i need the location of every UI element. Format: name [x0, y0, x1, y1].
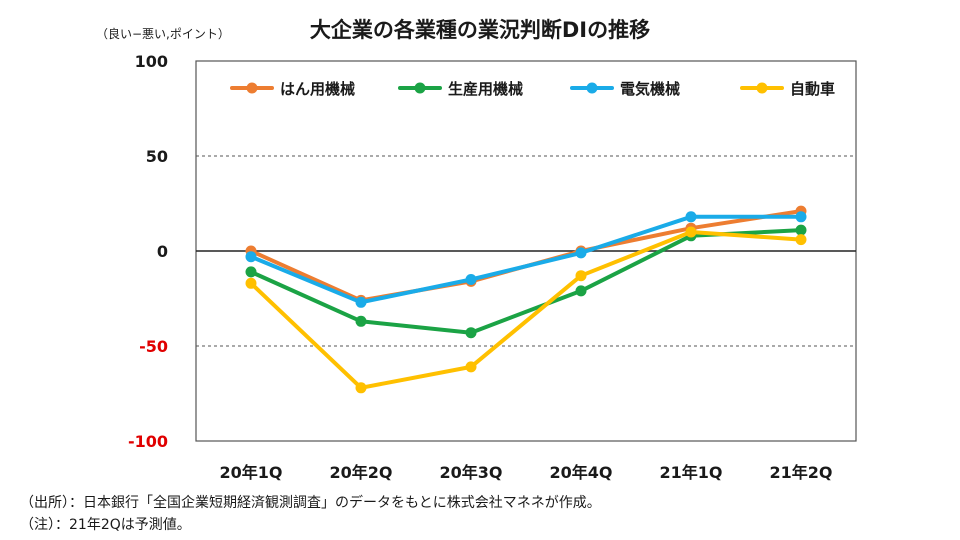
x-tick-label: 20年3Q — [439, 463, 502, 482]
y-tick-label: 0 — [157, 242, 168, 261]
data-point — [355, 296, 367, 308]
legend-label: はん用機械 — [280, 80, 355, 98]
y-tick-label: 50 — [146, 147, 168, 166]
legend-marker — [246, 82, 258, 94]
data-point — [795, 234, 807, 246]
chart-title: 大企業の各業種の業況判断DIの推移 — [309, 18, 651, 42]
data-point — [355, 315, 367, 327]
data-point — [795, 211, 807, 223]
data-point — [355, 382, 367, 394]
data-point — [575, 285, 587, 297]
data-point — [465, 327, 477, 339]
data-point — [685, 211, 697, 223]
source-note: （出所）：日本銀行「全国企業短期経済観測調査」のデータをもとに株式会社マネネが作… — [20, 495, 601, 511]
data-point — [575, 270, 587, 282]
x-tick-label: 20年1Q — [219, 463, 282, 482]
data-point — [575, 247, 587, 259]
data-point — [465, 361, 477, 373]
data-point — [245, 251, 257, 263]
estimate-note: （注）：21年2Qは予測値。 — [20, 517, 191, 533]
legend-label: 電気機械 — [620, 80, 680, 98]
series-line — [249, 209, 803, 303]
legend-marker — [756, 82, 768, 94]
legend-label: 生産用機械 — [448, 80, 523, 98]
series-line — [249, 228, 803, 335]
legend-marker — [586, 82, 598, 94]
y-tick-label: -50 — [139, 337, 168, 356]
data-point — [465, 274, 477, 285]
x-tick-label: 21年2Q — [769, 463, 832, 482]
x-tick-label: 20年4Q — [549, 463, 612, 482]
legend-label: 自動車 — [790, 80, 835, 98]
data-point — [795, 224, 807, 236]
data-point — [245, 266, 257, 278]
line-chart: 100 50 0 -50 -100 20年1Q 20年2Q 20年3Q 20年4Q 21年1Q 21… — [128, 52, 857, 482]
legend-marker — [414, 82, 426, 94]
data-point — [685, 226, 697, 238]
series-line — [249, 214, 803, 305]
data-point — [245, 277, 257, 289]
y-axis-unit-label: （良い−悪い,ポイント） — [96, 27, 230, 41]
x-tick-label: 20年2Q — [329, 463, 392, 482]
y-tick-label: -100 — [128, 432, 168, 451]
x-tick-label: 21年1Q — [659, 463, 722, 482]
y-tick-label: 100 — [135, 52, 168, 71]
series-line — [249, 230, 803, 390]
